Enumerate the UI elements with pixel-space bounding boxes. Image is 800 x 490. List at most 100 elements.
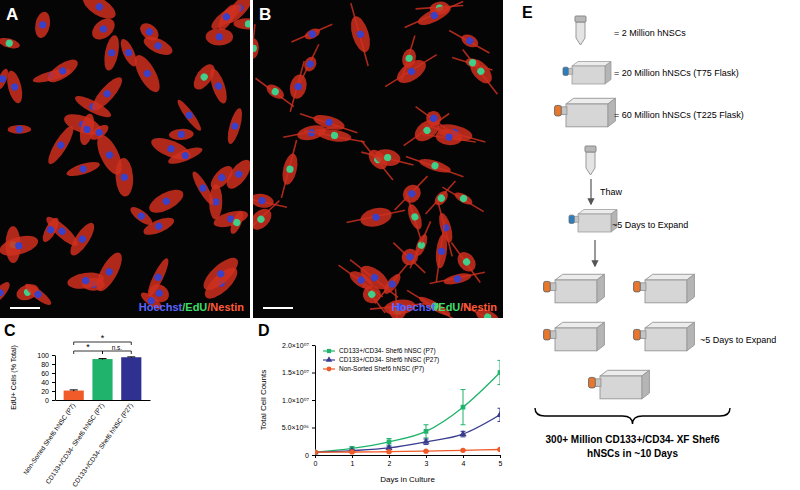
cell-nucleus xyxy=(430,161,439,170)
cell-process xyxy=(450,242,482,282)
cell xyxy=(296,42,324,86)
cell-nucleus xyxy=(325,118,334,127)
cell xyxy=(423,178,459,219)
cell-nucleus xyxy=(438,247,446,255)
cell-nucleus xyxy=(230,122,239,131)
tick-mark xyxy=(352,455,353,458)
tick: 1.0×10⁰⁷ xyxy=(282,397,315,404)
cell-process xyxy=(404,191,424,243)
cell-nucleus xyxy=(216,33,223,40)
marker xyxy=(315,448,319,454)
cell-nucleus xyxy=(405,54,414,63)
flask-cap xyxy=(634,329,641,339)
cell-body xyxy=(44,55,81,86)
cell-nucleus xyxy=(256,214,266,224)
vial-icon xyxy=(575,16,586,45)
legend-marker xyxy=(327,367,332,372)
error-bar-cap xyxy=(461,424,466,425)
cell-body xyxy=(40,216,62,245)
cell-body xyxy=(253,192,275,210)
flask-body xyxy=(555,328,597,351)
vial-icon xyxy=(585,146,596,175)
cell-body xyxy=(77,112,96,146)
cell-body xyxy=(23,281,54,308)
flask-body xyxy=(645,328,687,351)
tick: 0 xyxy=(45,397,55,404)
cell xyxy=(66,270,105,290)
tick-label: 40 xyxy=(41,379,49,386)
cell-body xyxy=(453,190,474,207)
x-axis: 012345 xyxy=(314,455,503,467)
panel-label: D xyxy=(258,322,270,339)
flask-top xyxy=(566,98,615,104)
y-axis: 020406080100 xyxy=(37,352,55,404)
cell xyxy=(169,128,194,140)
tick: 100 xyxy=(37,352,55,359)
flask-cap xyxy=(563,67,568,75)
arrow xyxy=(594,240,595,266)
y-axis-title: EdU+ Cells (% Total) xyxy=(10,345,18,410)
cell xyxy=(451,53,494,72)
error-bar-cap xyxy=(387,438,392,439)
cell xyxy=(447,26,493,57)
cell-body xyxy=(146,185,187,217)
tick-label: 5.0×10⁰⁶ xyxy=(282,424,309,431)
tick-label: 1.0×10⁰⁷ xyxy=(282,397,309,404)
cell xyxy=(175,97,204,133)
panel-label: A xyxy=(6,5,18,24)
cell-body xyxy=(418,156,452,175)
cell-body xyxy=(443,271,473,286)
cell-nucleus xyxy=(153,273,163,283)
cell xyxy=(146,185,187,217)
cell xyxy=(403,0,466,35)
marker xyxy=(461,405,466,410)
tick: 60 xyxy=(41,370,55,377)
cell xyxy=(206,28,233,45)
cell xyxy=(0,279,13,306)
cell xyxy=(44,123,77,167)
cell-body xyxy=(454,249,480,276)
cell-body xyxy=(66,270,105,290)
cell-nucleus xyxy=(410,212,419,221)
cell xyxy=(40,216,62,245)
cell-body xyxy=(233,18,250,30)
cell-nucleus xyxy=(330,131,338,139)
cell-body xyxy=(225,107,245,145)
cell xyxy=(225,107,245,145)
cell-nucleus xyxy=(144,27,154,37)
cell-nucleus xyxy=(14,241,23,250)
cell-nucleus xyxy=(286,165,295,174)
y-axis: 05.0×10⁰⁶1.0×10⁰⁷1.5×10⁰⁷2.0×10⁰⁷ xyxy=(282,342,316,459)
bar xyxy=(92,359,112,400)
tick-label: 60 xyxy=(41,370,49,377)
cell xyxy=(92,132,127,178)
tick: 1 xyxy=(351,455,355,467)
cell-body xyxy=(0,36,21,51)
tick-label: CD133+/CD34- Shef6 hNSC (P7) xyxy=(44,402,106,486)
cell xyxy=(137,20,162,44)
cell-body xyxy=(144,256,171,298)
cell-nucleus xyxy=(407,66,417,76)
cell-nucleus xyxy=(184,110,194,120)
cell-process xyxy=(405,0,463,29)
tick-label: Non-Sorted Shef6 hNSC (P7) xyxy=(22,402,77,476)
tick-mark xyxy=(312,428,315,429)
flask-side xyxy=(597,322,605,351)
arrow xyxy=(590,179,591,204)
x-axis: Non-Sorted Shef6 hNSC (P7)CD133+/CD34- S… xyxy=(22,400,151,489)
cell-nucleus xyxy=(453,275,462,284)
cell-body xyxy=(141,214,176,238)
legend-item: CD133+/CD34- Shef6 hNSC (P7) xyxy=(323,347,436,355)
tick: 5.0×10⁰⁶ xyxy=(282,424,315,431)
cell-process xyxy=(300,43,319,83)
cell-nucleus xyxy=(82,277,90,285)
cell-nucleus xyxy=(245,20,250,27)
tick-mark xyxy=(52,391,55,392)
tick-mark xyxy=(315,455,316,458)
x-axis-line xyxy=(56,400,151,401)
flask-cap xyxy=(569,215,574,223)
cell xyxy=(343,1,378,68)
marker xyxy=(497,447,500,452)
significance-label: * xyxy=(101,333,105,343)
vial-body xyxy=(586,152,595,175)
